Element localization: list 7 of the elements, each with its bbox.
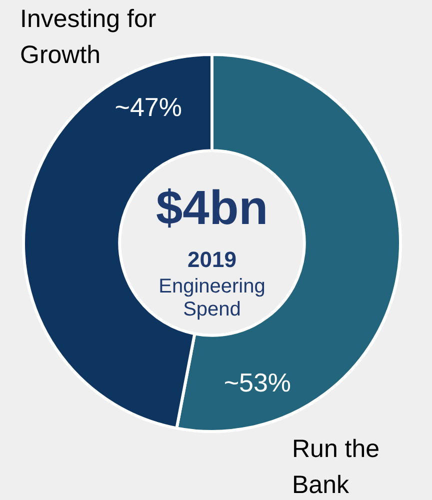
- slice-label: Run the Bank: [292, 434, 380, 499]
- data-label: ~47%: [114, 92, 182, 122]
- slice-label: Investing for Growth: [20, 4, 156, 69]
- data-label: ~53%: [224, 367, 292, 398]
- text: Engineering Spend: [158, 276, 266, 321]
- text: 2019: [188, 247, 236, 272]
- text: $4bn: [156, 182, 268, 236]
